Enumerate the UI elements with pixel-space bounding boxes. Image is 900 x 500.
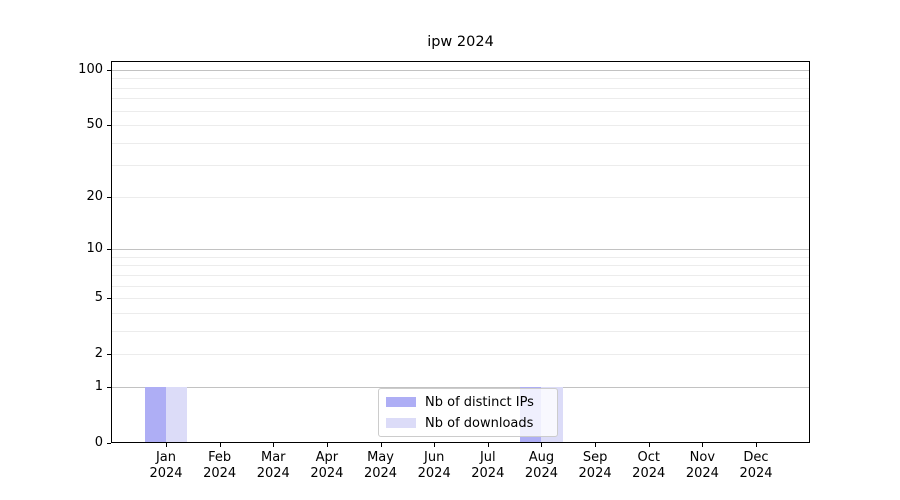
x-tick-label-line: Jun — [424, 450, 445, 465]
x-tick-label: Apr 2024 — [300, 450, 354, 482]
gridline-minor — [112, 165, 809, 167]
x-tick-label-line: 2024 — [149, 466, 183, 481]
x-tick-mark — [273, 443, 275, 447]
x-tick-label-line: 2024 — [256, 466, 290, 481]
x-tick-label-line: 2024 — [578, 466, 612, 481]
x-tick-mark — [541, 443, 543, 447]
x-tick-label-line: May — [367, 450, 394, 465]
plot-area — [111, 61, 810, 443]
y-tick-label: 1 — [94, 378, 103, 394]
gridline-minor — [112, 125, 809, 127]
gridline-minor — [112, 142, 809, 144]
x-tick-label: Sep 2024 — [568, 450, 622, 482]
gridline-minor — [112, 312, 809, 314]
y-tick-mark — [107, 386, 111, 388]
x-tick-label-line: 2024 — [417, 466, 451, 481]
x-tick-mark — [326, 443, 328, 447]
x-tick-label: Oct 2024 — [622, 450, 676, 482]
x-tick-label-line: Feb — [208, 450, 232, 465]
gridline-major — [112, 69, 809, 71]
x-tick-label-line: 2024 — [685, 466, 719, 481]
y-tick-label: 0 — [94, 435, 103, 450]
gridline-minor — [112, 285, 809, 287]
x-tick-label-line: Nov — [689, 450, 716, 465]
x-tick-label-line: 2024 — [524, 466, 558, 481]
y-tick-label: 5 — [94, 290, 103, 306]
y-tick-mark — [107, 196, 111, 198]
chart-title: ipw 2024 — [427, 34, 494, 50]
gridline-minor — [112, 298, 809, 300]
x-tick-label-line: Jul — [479, 450, 496, 465]
x-tick-label-line: Oct — [637, 450, 660, 465]
x-tick-label-line: Dec — [743, 450, 769, 465]
x-tick-label-line: 2024 — [203, 466, 237, 481]
x-tick-label: Mar 2024 — [246, 450, 300, 482]
y-tick-mark — [107, 443, 111, 444]
x-tick-mark — [702, 443, 704, 447]
gridline-minor — [112, 196, 809, 198]
x-tick-label-line: 2024 — [739, 466, 773, 481]
y-tick-mark — [107, 298, 111, 300]
legend-swatch — [386, 418, 416, 428]
x-tick-label: Dec 2024 — [729, 450, 783, 482]
y-tick-mark — [107, 125, 111, 127]
x-tick-label: Jan 2024 — [139, 450, 193, 482]
x-tick-mark — [648, 443, 650, 447]
legend: Nb of distinct IPs Nb of downloads — [378, 388, 558, 437]
gridline-minor — [112, 87, 809, 89]
gridline-minor — [112, 98, 809, 100]
x-tick-label-line: 2024 — [363, 466, 398, 481]
gridline-minor — [112, 330, 809, 332]
x-tick-label: Nov 2024 — [675, 450, 729, 482]
gridline-minor — [112, 274, 809, 276]
legend-label: Nb of downloads — [425, 415, 534, 431]
legend-item: Nb of distinct IPs — [379, 392, 557, 413]
x-tick-label: Aug 2024 — [514, 450, 568, 482]
bar-distinct-ips — [144, 386, 166, 443]
x-tick-label: Feb 2024 — [193, 450, 247, 482]
gridline-minor — [112, 78, 809, 80]
x-tick-label-line: Jan — [155, 450, 177, 465]
x-tick-label-line: Mar — [261, 450, 286, 465]
x-tick-label-line: 2024 — [471, 466, 505, 481]
x-tick-label-line: 2024 — [310, 466, 344, 481]
y-tick-label: 50 — [86, 117, 103, 133]
x-tick-mark — [166, 443, 167, 447]
y-tick-mark — [107, 69, 111, 71]
gridline-minor — [112, 110, 809, 112]
x-tick-mark — [219, 443, 221, 447]
gridline-major — [112, 249, 809, 251]
x-tick-mark — [487, 443, 489, 447]
gridline-minor — [112, 265, 809, 267]
x-tick-label: Jul 2024 — [461, 450, 515, 482]
x-tick-label: May 2024 — [354, 450, 408, 482]
legend-item: Nb of downloads — [379, 413, 557, 434]
x-tick-label-line: 2024 — [632, 466, 666, 481]
y-tick-mark — [107, 354, 111, 356]
x-tick-mark — [380, 443, 382, 447]
gridline-minor — [112, 354, 809, 356]
gridline-major — [112, 386, 809, 388]
legend-swatch — [386, 397, 416, 407]
y-tick-label: 100 — [78, 61, 103, 77]
x-tick-mark — [595, 443, 597, 447]
y-tick-label: 20 — [86, 188, 103, 204]
x-tick-label: Jun 2024 — [407, 450, 461, 482]
gridline-minor — [112, 256, 809, 258]
x-tick-mark — [434, 443, 436, 447]
y-tick-label: 2 — [94, 346, 103, 362]
x-tick-label-line: Sep — [582, 450, 608, 465]
bar-downloads — [166, 386, 188, 443]
x-tick-label-line: Aug — [528, 450, 555, 465]
y-tick-mark — [107, 249, 111, 251]
y-tick-label: 10 — [86, 241, 103, 257]
legend-label: Nb of distinct IPs — [425, 394, 534, 410]
x-tick-mark — [756, 443, 757, 447]
x-tick-label-line: Apr — [315, 450, 339, 465]
